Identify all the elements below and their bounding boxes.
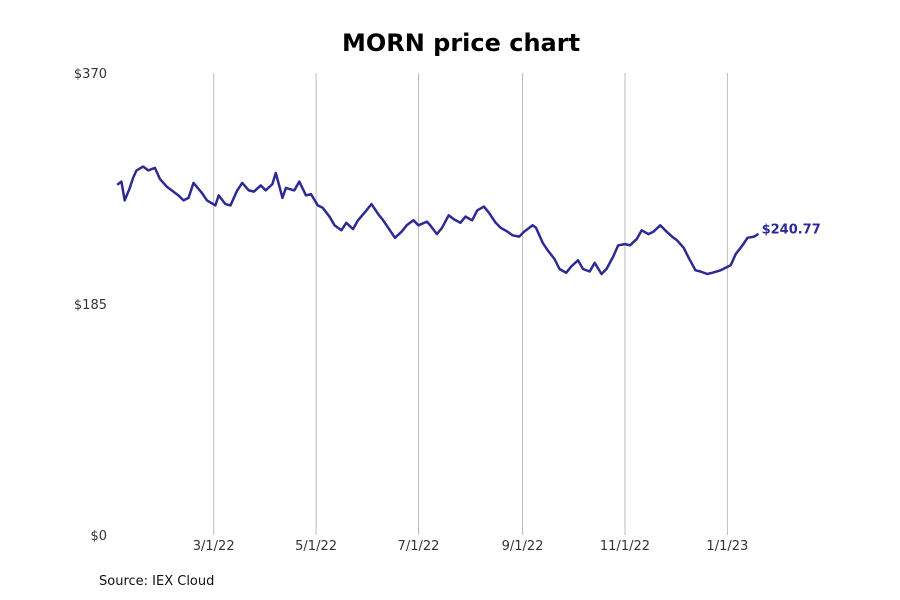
x-tick-label: 3/1/22 [193, 539, 235, 554]
last-price-label: $240.77 [762, 222, 821, 237]
x-tick-label: 1/1/23 [706, 539, 748, 554]
y-axis-ticks: $0 $185 $370 [74, 67, 107, 544]
x-axis-ticks: 3/1/22 5/1/22 7/1/22 9/1/22 11/1/22 1/1/23 [193, 539, 749, 554]
y-tick-label: $370 [74, 67, 107, 82]
y-tick-label: $185 [74, 298, 107, 313]
y-tick-label: $0 [90, 529, 107, 544]
x-tick-label: 7/1/22 [398, 539, 440, 554]
x-tick-label: 11/1/22 [600, 539, 650, 554]
x-tick-label: 9/1/22 [502, 539, 544, 554]
source-note: Source: IEX Cloud [99, 574, 215, 589]
chart-title: MORN price chart [342, 29, 580, 57]
grid-lines [213, 73, 728, 535]
x-tick-label: 5/1/22 [295, 539, 337, 554]
price-series-line [116, 165, 759, 276]
